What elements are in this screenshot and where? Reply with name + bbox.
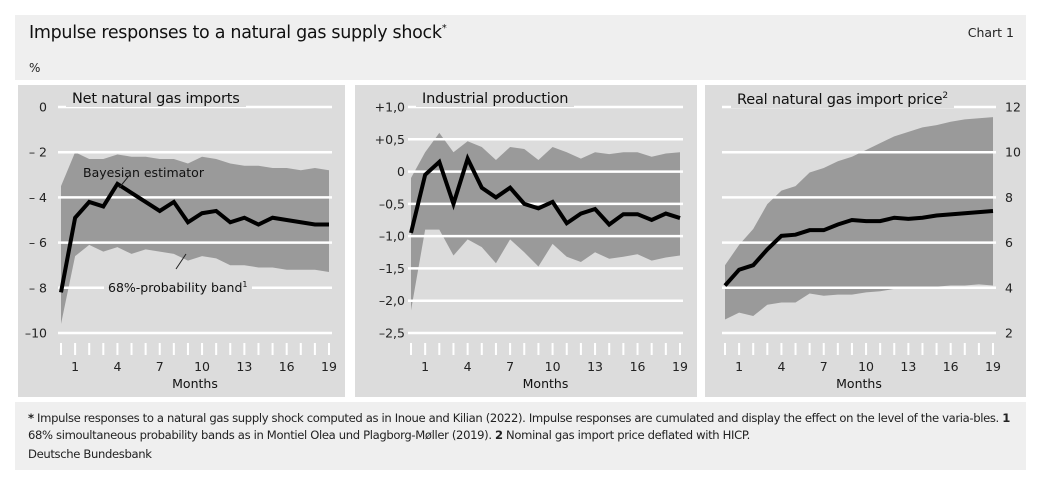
chart-svg: 0 – 2 – 4 – 6 – 8 –10 1 4 7 10 13 16 19 Months (25, 100, 337, 392)
x-tick-label: 7 (820, 359, 828, 374)
y-tick-label: 6 (1005, 235, 1013, 250)
estimator-line (59, 181, 329, 293)
panel-title: Net natural gas imports (66, 91, 246, 107)
panel-title-text: Industrial production (422, 91, 569, 107)
y-tick-label: –1,0 (379, 229, 405, 244)
x-tick-label: 19 (985, 359, 1001, 374)
panel-title: Real natural gas import price2 (731, 91, 954, 108)
x-tick-label: 4 (777, 359, 785, 374)
annotation-leader-estimator (118, 176, 129, 189)
y-tick-label: –1,5 (379, 261, 405, 276)
fn2-mark: 2 (495, 428, 503, 442)
annotation-leader-band (175, 253, 187, 270)
panel-title-sup: 2 (942, 91, 948, 101)
x-tick-label: 4 (113, 359, 121, 374)
x-tick-label: 13 (236, 359, 252, 374)
chart-title: Impulse responses to a natural gas suppl… (29, 23, 447, 43)
fn1-mark: 1 (1002, 411, 1010, 425)
x-tick-label: 10 (545, 359, 561, 374)
y-tick-label: 8 (1005, 190, 1013, 205)
x-tick-label: 7 (156, 359, 164, 374)
panel-industrial-production: +1,0 +0,5 0 –0,5 –1,0 –1,5 –2,0 –2,5 1 4 7 10 13 16 19… (355, 85, 697, 397)
x-tick-label: 13 (900, 359, 916, 374)
y-tick-label: –10 (25, 326, 47, 341)
x-axis-label: Months (836, 376, 882, 391)
estimator-line (723, 208, 994, 287)
y-tick-label: 4 (1005, 280, 1013, 295)
x-tick-label: 10 (194, 359, 210, 374)
y-tick-label: 0 (39, 100, 47, 115)
annotation-band: 68%-probability band1 (104, 280, 252, 296)
chart-svg: +1,0 +0,5 0 –0,5 –1,0 –1,5 –2,0 –2,5 1 4 7 10 13 16 19… (375, 100, 688, 392)
unit-label: % (29, 61, 41, 75)
source: Deutsche Bundesbank (28, 447, 152, 461)
panel-title-text: Net natural gas imports (72, 91, 240, 107)
x-tick-label: 1 (421, 359, 429, 374)
title-footnote-mark: * (441, 23, 447, 35)
probability-band (411, 132, 680, 311)
y-tick-label: 2 (1005, 326, 1013, 341)
x-tick-label: 19 (321, 359, 337, 374)
panel-title-text: Real natural gas import price (737, 91, 943, 108)
y-tick-label: 10 (1005, 145, 1021, 160)
chart-svg: 12 10 8 6 4 2 1 4 7 10 13 16 19 Months (722, 100, 1021, 391)
y-tick-label: +0,5 (375, 132, 405, 147)
probability-band (61, 152, 329, 324)
y-tick-label: +1,0 (375, 100, 405, 115)
chart-header: Impulse responses to a natural gas suppl… (15, 15, 1026, 80)
annotation-estimator: Bayesian estimator (83, 165, 204, 180)
chart-number: Chart 1 (967, 25, 1014, 40)
fn-star: * (28, 411, 34, 425)
y-tick-label: – 2 (29, 145, 47, 160)
x-tick-label: 7 (506, 359, 514, 374)
chart-title-text: Impulse responses to a natural gas suppl… (29, 23, 442, 43)
y-tick-label: –0,5 (379, 196, 405, 211)
chart-footer: * Impulse responses to a natural gas sup… (15, 402, 1026, 470)
x-tick-label: 1 (71, 359, 79, 374)
y-tick-label: 0 (397, 164, 405, 179)
x-axis-label: Months (172, 376, 218, 391)
x-tick-label: 16 (279, 359, 295, 374)
panel-gas-import-price: 12 10 8 6 4 2 1 4 7 10 13 16 19 Months Real natural g… (705, 85, 1026, 397)
fn-star-text: Impulse responses to a natural gas suppl… (33, 411, 1003, 425)
y-tick-label: – 6 (29, 235, 47, 250)
x-tick-label: 16 (943, 359, 959, 374)
x-tick-label: 19 (672, 359, 688, 374)
y-tick-label: 12 (1005, 100, 1021, 115)
panel-title: Industrial production (416, 91, 575, 107)
x-tick-label: 16 (630, 359, 646, 374)
x-tick-label: 1 (735, 359, 743, 374)
y-tick-label: – 8 (29, 280, 47, 295)
x-tick-label: 4 (464, 359, 472, 374)
probability-band (725, 117, 993, 320)
panel-net-gas-imports: 0 – 2 – 4 – 6 – 8 –10 1 4 7 10 13 16 19 Months Net na… (18, 85, 345, 397)
x-axis-label: Months (523, 376, 569, 391)
annotation-band-text: 68%-probability band (108, 280, 243, 296)
y-tick-label: – 4 (29, 190, 47, 205)
y-tick-label: –2,5 (379, 326, 405, 341)
footnotes: * Impulse responses to a natural gas sup… (28, 410, 1018, 444)
estimator-line (409, 153, 681, 234)
fn1-text: 68% simoultaneous probability bands as i… (28, 428, 495, 442)
x-tick-label: 13 (587, 359, 603, 374)
fn2-text: Nominal gas import price deflated with H… (502, 428, 750, 442)
y-tick-label: –2,0 (379, 293, 405, 308)
annotation-band-sup: 1 (242, 280, 248, 289)
x-tick-label: 10 (858, 359, 874, 374)
